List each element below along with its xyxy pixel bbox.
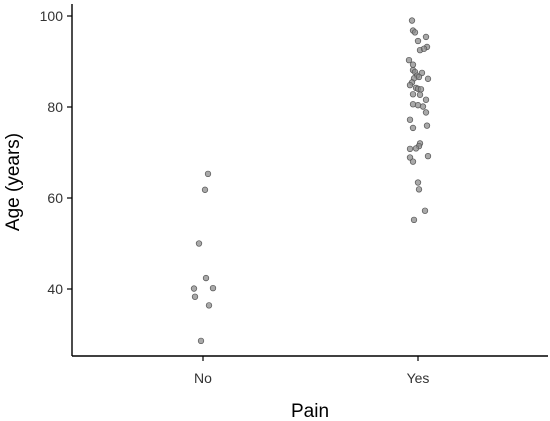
data-point-yes [414, 37, 422, 45]
data-point-yes [406, 116, 414, 123]
data-point-yes [419, 103, 427, 110]
x-axis-title: Pain [291, 401, 329, 421]
data-point-yes [409, 61, 417, 68]
x-tick-label: Yes [407, 370, 430, 386]
data-point-yes [420, 45, 428, 52]
data-point-no [191, 293, 199, 300]
y-tick-label: 80 [47, 99, 63, 115]
data-point-no [202, 274, 210, 282]
data-points [190, 17, 432, 345]
data-point-yes [409, 91, 417, 98]
y-ticks: 40 60 80 100 [40, 8, 72, 297]
data-point-yes [409, 124, 417, 132]
data-point-yes [421, 207, 429, 214]
data-point-yes [411, 29, 419, 36]
data-point-yes [422, 109, 430, 116]
data-point-yes [422, 96, 430, 103]
y-tick-label: 60 [47, 190, 63, 206]
data-point-no [197, 337, 205, 345]
data-point-yes [408, 17, 416, 24]
data-point-no [201, 186, 209, 193]
data-point-yes [412, 145, 420, 152]
data-point-no [209, 284, 217, 292]
data-point-yes [424, 152, 432, 160]
data-point-yes [423, 122, 431, 129]
data-point-no [190, 285, 198, 292]
data-point-yes [424, 75, 432, 82]
data-point-yes [414, 179, 422, 186]
data-point-yes [410, 216, 418, 223]
data-point-no [204, 170, 212, 178]
x-ticks: No Yes [194, 356, 429, 386]
data-point-yes [409, 158, 417, 165]
x-tick-label: No [194, 370, 212, 386]
data-point-yes [406, 145, 414, 153]
y-axis-title: Age (years) [3, 133, 24, 231]
data-point-yes [415, 186, 423, 193]
data-point-yes [406, 82, 414, 89]
data-point-yes [417, 86, 425, 93]
data-point-yes [422, 33, 430, 41]
data-point-yes [405, 56, 413, 64]
data-point-no [195, 240, 203, 247]
axes [71, 4, 548, 357]
data-point-yes [409, 101, 417, 108]
y-tick-label: 100 [40, 8, 64, 24]
y-tick-label: 40 [47, 281, 63, 297]
data-point-no [205, 302, 213, 309]
data-point-yes [416, 91, 424, 98]
